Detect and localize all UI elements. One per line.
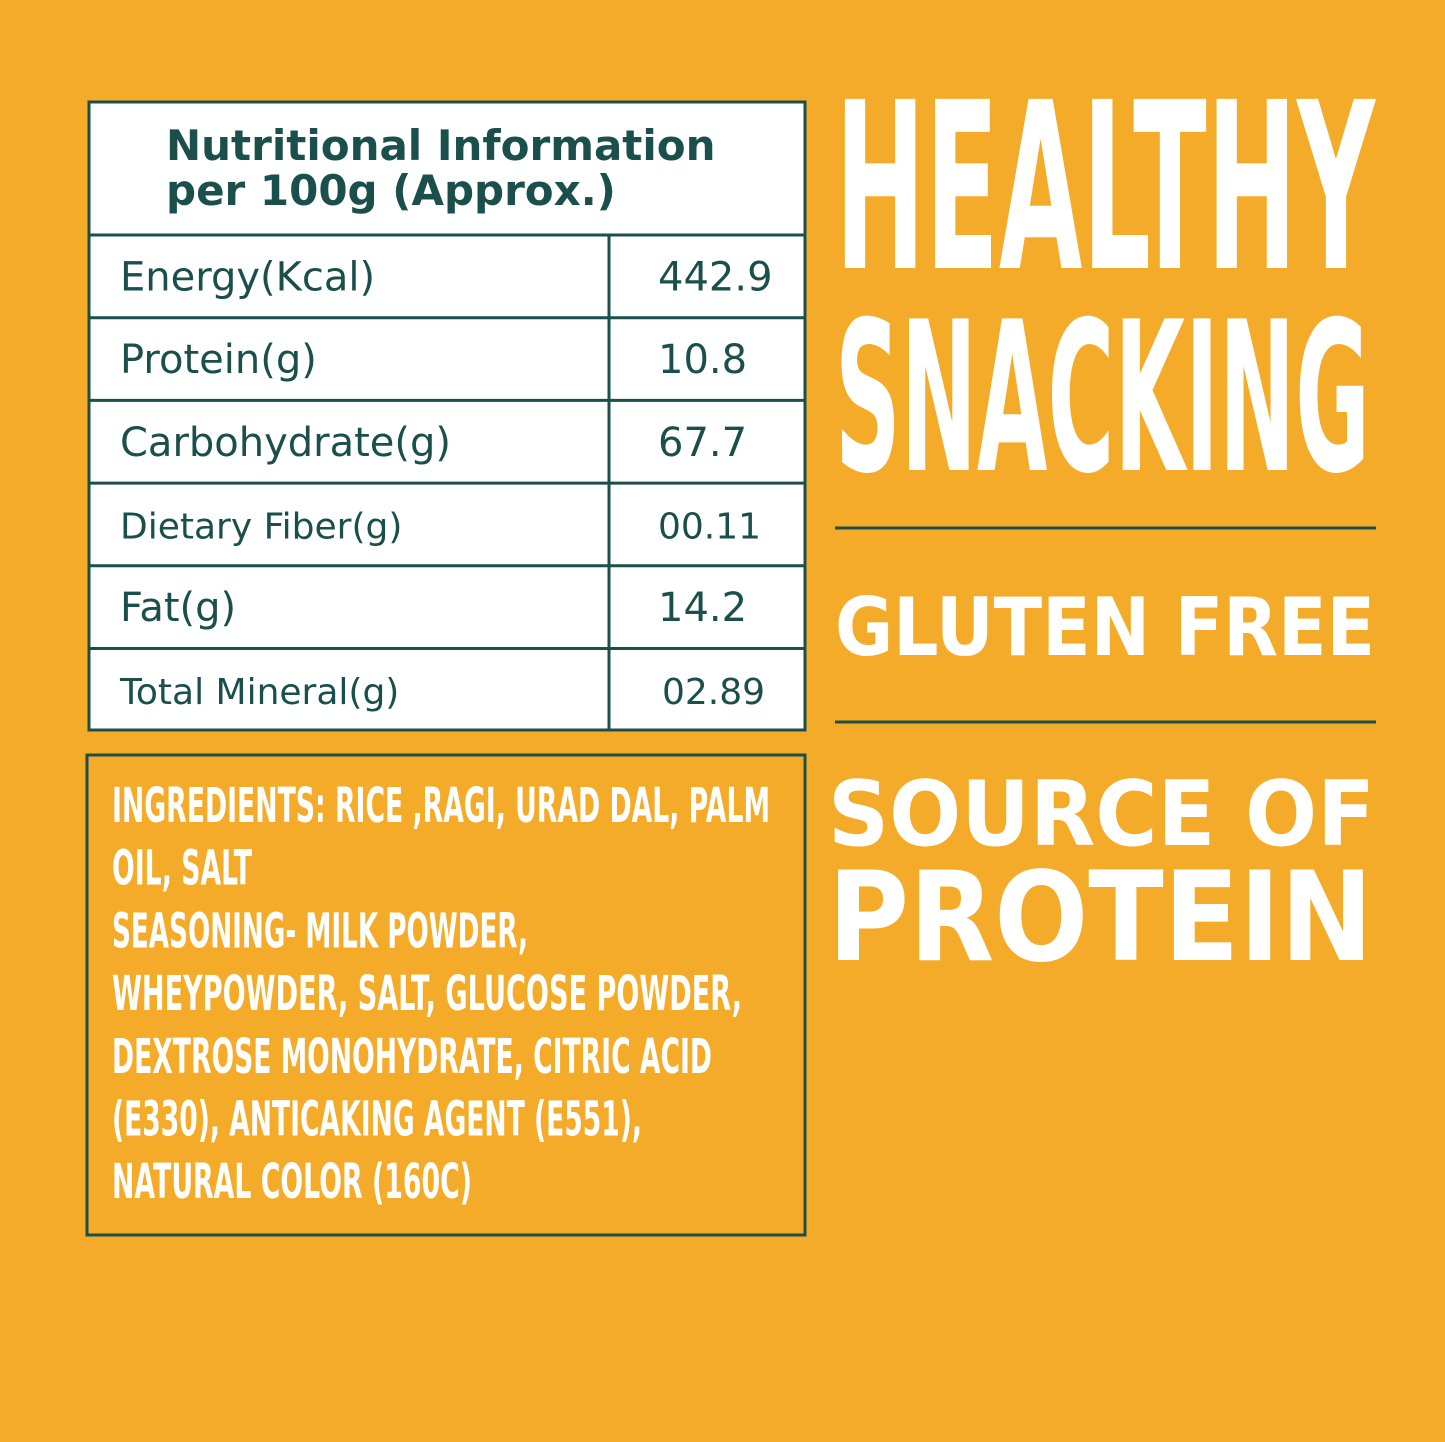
nutrient-value: 442.9 xyxy=(658,254,773,300)
nutrition-table xyxy=(87,100,807,732)
headline: SNACKING xyxy=(835,278,1370,520)
ingredients-line: INGREDIENTS: RICE ,RAGI, URAD DAL, PALM xyxy=(112,778,770,834)
ingredients-line: SEASONING- MILK POWDER, xyxy=(112,903,528,959)
nutrient-name: Energy(Kcal) xyxy=(120,254,375,300)
nutrient-name: Carbohydrate(g) xyxy=(120,420,451,466)
ingredients-line: NATURAL COLOR (160C) xyxy=(112,1154,472,1210)
nutrient-value: 10.8 xyxy=(658,337,747,383)
nutrient-value: 00.11 xyxy=(658,506,761,547)
nutrient-value: 02.89 xyxy=(662,672,765,713)
claim: PROTEIN xyxy=(828,846,1373,990)
headline: HEALTHY xyxy=(835,53,1376,323)
nutrient-value: 14.2 xyxy=(658,585,747,631)
table-title: per 100g (Approx.) xyxy=(166,166,616,215)
ingredients-box xyxy=(85,753,807,1237)
nutrient-name: Protein(g) xyxy=(120,337,317,383)
nutrient-value: 67.7 xyxy=(658,420,747,466)
ingredients-line: DEXTROSE MONOHYDRATE, CITRIC ACID xyxy=(112,1029,712,1085)
table-title: Nutritional Information xyxy=(166,121,716,170)
nutrient-name: Fat(g) xyxy=(120,585,236,631)
ingredients-line: (E330), ANTICAKING AGENT (E551), xyxy=(112,1092,642,1148)
claim: GLUTEN FREE xyxy=(835,581,1375,674)
ingredients-line: OIL, SALT xyxy=(112,841,252,897)
ingredients-line: WHEYPOWDER, SALT, GLUCOSE POWDER, xyxy=(112,966,742,1022)
nutrient-name: Dietary Fiber(g) xyxy=(120,506,402,547)
claim: SOURCE OF xyxy=(828,762,1375,867)
nutrient-name: Total Mineral(g) xyxy=(119,672,399,713)
